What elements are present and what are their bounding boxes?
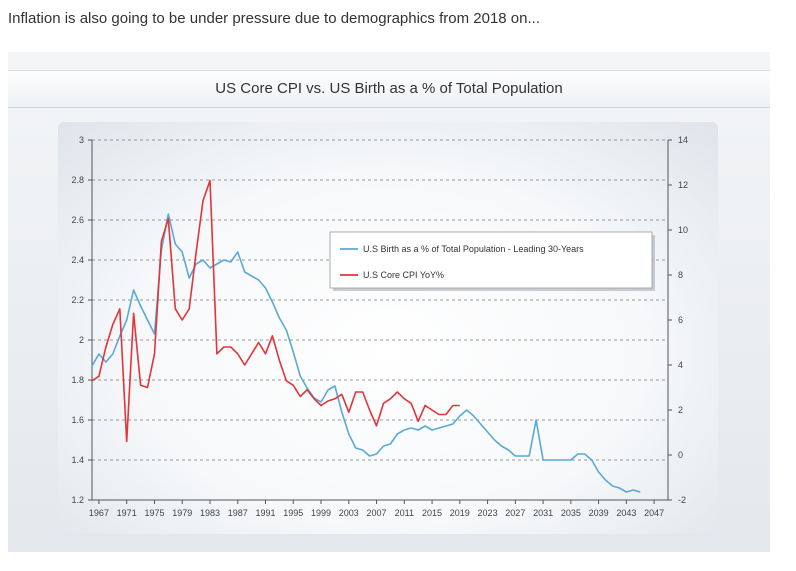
x-tick-label: 2027: [505, 508, 525, 518]
x-tick-label: 2015: [422, 508, 442, 518]
headline: Inflation is also going to be under pres…: [8, 10, 540, 27]
left-tick-label: 2.4: [71, 255, 84, 265]
x-tick-label: 2039: [589, 508, 609, 518]
left-tick-label: 1.6: [71, 415, 84, 425]
x-tick-label: 2047: [644, 508, 664, 518]
left-tick-label: 2: [79, 335, 84, 345]
x-tick-label: 1999: [311, 508, 331, 518]
left-tick-label: 1.4: [71, 455, 84, 465]
x-tick-label: 1991: [255, 508, 275, 518]
legend-label: U.S Core CPI YoY%: [363, 270, 444, 280]
x-tick-label: 2019: [450, 508, 470, 518]
x-tick-label: 2023: [478, 508, 498, 518]
legend-box: [329, 231, 653, 289]
right-tick-label: -2: [678, 495, 686, 505]
x-tick-label: 1975: [144, 508, 164, 518]
left-tick-label: 3: [79, 135, 84, 145]
legend-label: U.S Birth as a % of Total Population - L…: [363, 244, 584, 254]
x-tick-label: 1987: [228, 508, 248, 518]
x-tick-label: 2035: [561, 508, 581, 518]
right-tick-label: 12: [678, 180, 688, 190]
right-tick-label: 0: [678, 450, 683, 460]
x-tick-label: 1967: [89, 508, 109, 518]
x-tick-label: 1995: [283, 508, 303, 518]
right-tick-label: 2: [678, 405, 683, 415]
right-tick-label: 6: [678, 315, 683, 325]
series-line-cpi: [91, 179, 460, 443]
right-tick-label: 14: [678, 135, 688, 145]
right-tick-label: 4: [678, 360, 683, 370]
x-tick-label: 2003: [339, 508, 359, 518]
x-tick-label: 2011: [395, 508, 414, 518]
left-tick-label: 2.8: [71, 175, 84, 185]
x-tick-label: 1971: [117, 508, 137, 518]
x-tick-label: 2007: [367, 508, 387, 518]
left-tick-label: 2.2: [71, 295, 84, 305]
plot-area-background: [58, 122, 718, 534]
left-tick-label: 1.2: [71, 495, 84, 505]
left-tick-label: 2.6: [71, 215, 84, 225]
series-line-birth: [91, 213, 641, 493]
x-tick-label: 1983: [200, 508, 220, 518]
right-tick-label: 8: [678, 270, 683, 280]
chart-panel: US Core CPI vs. US Birth as a % of Total…: [8, 52, 770, 552]
left-tick-label: 1.8: [71, 375, 84, 385]
chart-title: US Core CPI vs. US Birth as a % of Total…: [8, 70, 770, 108]
x-tick-label: 1979: [172, 508, 192, 518]
x-tick-label: 2031: [533, 508, 553, 518]
right-tick-label: 10: [678, 225, 688, 235]
x-tick-label: 2043: [616, 508, 636, 518]
